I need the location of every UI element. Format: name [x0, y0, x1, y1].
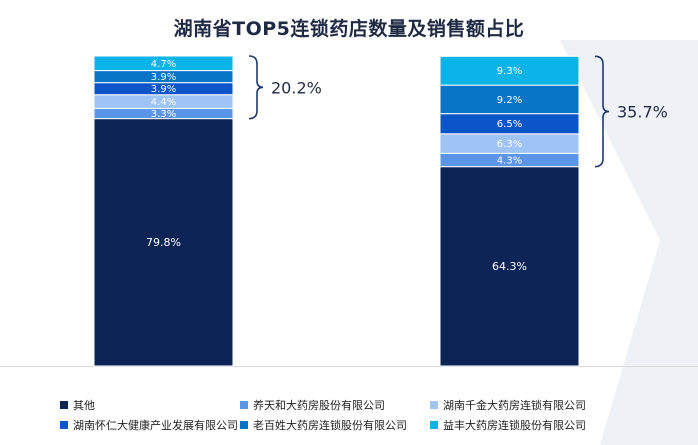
legend-swatch [60, 421, 68, 429]
legend-label: 其他 [73, 399, 95, 412]
background-chevron [560, 40, 698, 445]
legend-label: 益丰大药房连锁股份有限公司 [443, 419, 586, 432]
legend-item: 益丰大药房连锁股份有限公司 [430, 417, 620, 433]
chart-title: 湖南省TOP5连锁药店数量及销售额占比 [173, 18, 525, 40]
legend: 其他 养天和大药房股份有限公司 湖南千金大药房连锁有限公司湖南怀仁大健康产业发展有限… [60, 397, 680, 433]
bar-segment [439, 84, 580, 115]
bar-segment [93, 118, 234, 367]
legend-item: 湖南怀仁大健康产业发展有限公司 [60, 417, 240, 433]
legend-swatch [430, 421, 438, 429]
legend-swatch [430, 401, 438, 409]
legend-item: 其他 [60, 397, 240, 413]
data-label: 9.3% [497, 66, 522, 77]
data-label: 4.7% [151, 59, 176, 70]
total-annotation: 20.2% [271, 78, 322, 97]
legend-item: 湖南千金大药房连锁有限公司 [430, 397, 620, 413]
data-label: 9.2% [497, 95, 522, 106]
legend-label: 老百姓大药房连锁股份有限公司 [253, 419, 407, 432]
bar-segment [93, 55, 234, 72]
legend-swatch [240, 401, 248, 409]
legend-label: 湖南怀仁大健康产业发展有限公司 [73, 419, 238, 432]
bar-segment [439, 55, 580, 86]
data-label: 79.8% [146, 236, 181, 249]
bar-segment [439, 166, 580, 367]
legend-item: 老百姓大药房连锁股份有限公司 [240, 417, 430, 433]
bracket [594, 55, 610, 168]
legend-label: 湖南千金大药房连锁有限公司 [443, 399, 586, 412]
legend-item: 养天和大药房股份有限公司 [240, 397, 430, 413]
data-label: 6.3% [497, 139, 522, 150]
total-annotation: 35.7% [617, 102, 668, 121]
bracket [248, 55, 264, 120]
legend-swatch [240, 421, 248, 429]
data-label: 3.3% [151, 109, 176, 120]
legend-label: 养天和大药房股份有限公司 [253, 399, 385, 412]
data-label: 3.9% [151, 84, 176, 95]
data-label: 3.9% [151, 72, 176, 83]
legend-swatch [60, 401, 68, 409]
data-label: 4.3% [497, 156, 522, 167]
data-label: 6.5% [497, 119, 522, 130]
data-label: 64.3% [492, 260, 527, 273]
data-label: 4.4% [151, 97, 176, 108]
